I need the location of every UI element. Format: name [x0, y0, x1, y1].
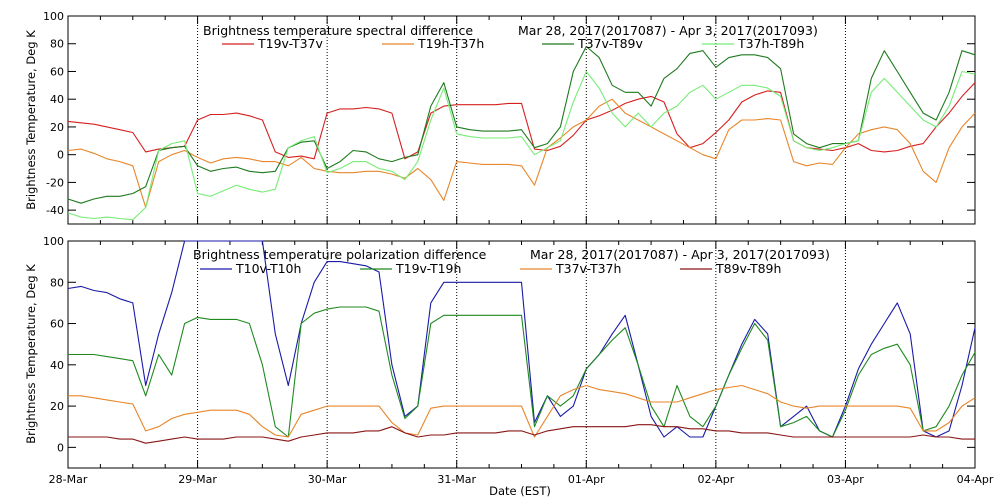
x-axis-ticks	[67, 16, 976, 224]
y-tick-label: 20	[50, 121, 64, 134]
y-tick-label: 60	[50, 65, 64, 78]
y-axis-label: Brightness Temperature, Deg K	[24, 30, 38, 210]
legend-entry: T10v-T10h	[235, 261, 301, 276]
x-tick-label: 03-Apr	[827, 473, 864, 486]
x-tick-label: 31-Mar	[437, 473, 476, 486]
x-tick-label: 04-Apr	[957, 473, 994, 486]
series-line-t89v-t89h	[68, 424, 975, 444]
x-tick-label: 30-Mar	[308, 473, 347, 486]
legend: T10v-T10h T19v-T19h T37v-T37h T89v-T89h	[200, 261, 781, 276]
legend: T19v-T37v T19h-T37h T37v-T89v T37h-T89h	[222, 36, 804, 51]
legend-entry: T19v-T19h	[395, 261, 461, 276]
series-group	[67, 45, 976, 221]
legend-entry: T89v-T89h	[715, 261, 781, 276]
y-tick-label: 40	[50, 359, 64, 372]
series-group	[67, 240, 976, 444]
legend-entry: T37v-T89v	[577, 36, 644, 51]
y-tick-label: 80	[50, 276, 64, 289]
series-line-t37v-t89v	[67, 45, 976, 204]
y-tick-label: 0	[57, 149, 64, 162]
grid	[197, 241, 846, 468]
polarization-difference-panel: 0 20 40 60 80 100 Brightness temperature pola…	[24, 235, 994, 498]
series-line-t10v-t10h	[67, 240, 976, 438]
y-tick-label: 100	[43, 235, 64, 248]
legend-entry: T37h-T89h	[737, 36, 804, 51]
series-line-t37h-t89h	[67, 70, 976, 221]
plot-frame	[67, 240, 976, 469]
chart-period: Mar 28, 2017(2017087) - Apr 3, 2017(2017…	[518, 23, 818, 38]
series-line-t19v-t37v	[67, 82, 976, 160]
x-axis-label: Date (EST)	[489, 484, 551, 498]
x-axis-ticks	[67, 241, 976, 468]
chart-period: Mar 28, 2017(2017087) - Apr 3, 2017(2017…	[530, 247, 830, 262]
y-tick-label: 20	[50, 400, 64, 413]
legend-entry: T37v-T37h	[555, 261, 621, 276]
y-tick-label: -40	[46, 204, 64, 217]
x-tick-label: 28-Mar	[49, 473, 88, 486]
spectral-difference-panel: -40 -20 0 20 40 60 80 100 Brightness temperatur…	[24, 10, 976, 225]
plot-frame	[67, 15, 976, 225]
y-axis: -40 -20 0 20 40 60 80 100	[43, 10, 975, 217]
legend-entry: T19v-T37v	[257, 36, 324, 51]
x-tick-label: 01-Apr	[568, 473, 605, 486]
series-line-t37v-t37h	[68, 384, 976, 438]
series-line-t19v-t19h	[68, 306, 976, 438]
x-tick-label: 29-Mar	[178, 473, 217, 486]
y-tick-label: 60	[50, 318, 64, 331]
y-tick-label: 0	[57, 441, 64, 454]
chart-title: Brightness temperature polarization diff…	[193, 247, 487, 262]
x-tick-labels: 28-Mar 29-Mar 30-Mar 31-Mar 01-Apr 02-Apr 03-A…	[49, 473, 994, 486]
legend-entry: T19h-T37h	[417, 36, 484, 51]
series-line-t19h-t37h	[67, 98, 976, 208]
x-tick-label: 02-Apr	[697, 473, 734, 486]
y-axis: 0 20 40 60 80 100	[43, 235, 975, 454]
y-tick-label: 80	[50, 38, 64, 51]
y-tick-label: 100	[43, 10, 64, 23]
y-tick-label: 40	[50, 93, 64, 106]
y-tick-label: -20	[46, 176, 64, 189]
chart-title: Brightness temperature spectral differen…	[203, 23, 473, 38]
y-axis-label: Brightness Temperature, Deg K	[24, 264, 38, 444]
